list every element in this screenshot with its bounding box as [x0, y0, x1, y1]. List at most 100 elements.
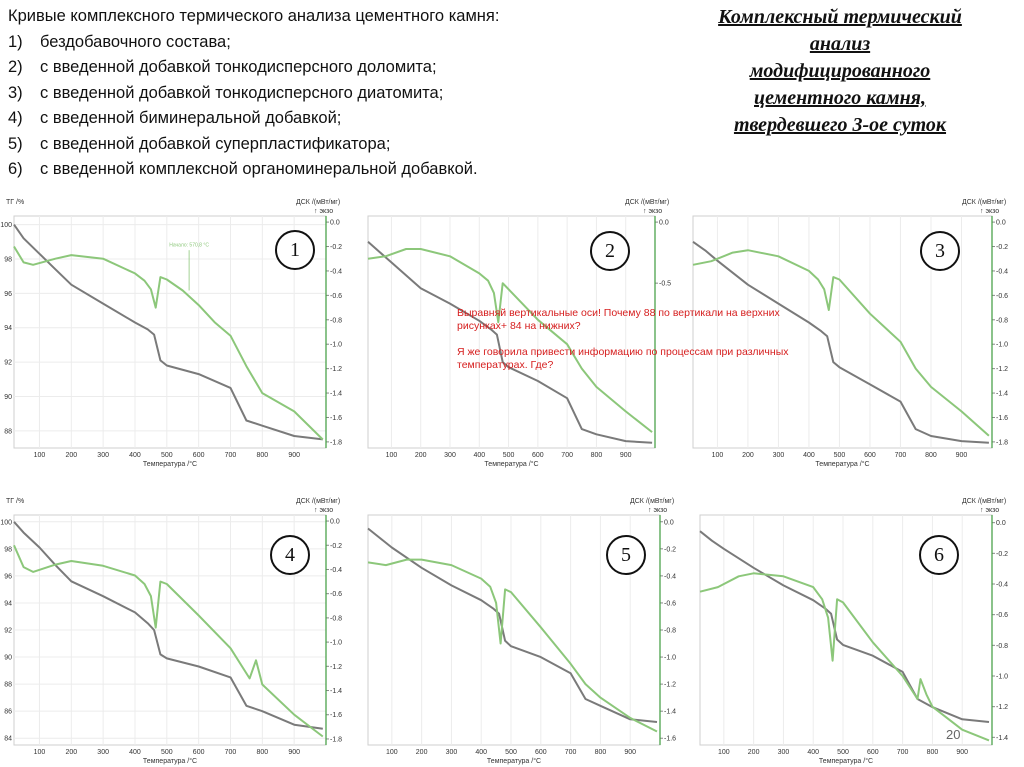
- x-tick-label: 100: [34, 452, 46, 459]
- x-tick-label: 900: [288, 749, 300, 756]
- y2-tick-label: -0.8: [664, 628, 676, 635]
- y-tick-label: 96: [4, 573, 12, 580]
- onset-annotation: Начало: 570,8 °C: [169, 243, 209, 249]
- dsc-curve: [699, 572, 990, 742]
- y2-tick-label: -0.8: [996, 643, 1008, 650]
- x-axis-label: Температура /°C: [815, 460, 869, 468]
- y2-tick-label: 0.0: [996, 220, 1006, 227]
- y2-tick-label: -1.6: [330, 712, 342, 719]
- y-tick-label: 100: [0, 519, 12, 526]
- x-tick-label: 800: [925, 452, 937, 459]
- caption-item: 1) бездобавочного состава;: [8, 30, 668, 56]
- x-tick-label: 100: [386, 452, 398, 459]
- x-tick-label: 600: [867, 749, 879, 756]
- x-tick-label: 300: [778, 749, 790, 756]
- y2-tick-label: -0.8: [330, 615, 342, 622]
- y2-tick-label: -1.0: [330, 342, 342, 349]
- y2-tick-label: -1.8: [330, 736, 342, 743]
- caption-item: 3) с введенной добавкой тонкодисперсного …: [8, 81, 668, 107]
- x-tick-label: 800: [256, 452, 268, 459]
- caption-item-text: с введенной добавкой суперпластификатора…: [40, 134, 391, 153]
- y2-tick-label: -1.2: [330, 664, 342, 671]
- y2-tick-label: -1.4: [996, 735, 1008, 742]
- chart-panel-2: 100 200 300 400 500 600 700 800 900 -0.5 0.0 Темпер…: [358, 194, 683, 470]
- chart-svg: 100 200 300 400 500 600 700 800 900 -1.8 -1.6 -1.4 -…: [692, 199, 1008, 468]
- x-tick-label: 700: [225, 749, 237, 756]
- x-tick-label: 300: [446, 749, 458, 756]
- y2-tick-label: -0.2: [330, 543, 342, 550]
- x-tick-label: 700: [225, 452, 237, 459]
- x-tick-label: 200: [415, 452, 427, 459]
- chart-number-badge: 1: [275, 230, 315, 270]
- x-tick-label: 400: [129, 749, 141, 756]
- exo-direction-label: ↑ экзо: [980, 507, 999, 514]
- x-tick-label: 700: [565, 749, 577, 756]
- y2-tick-label: -1.0: [330, 640, 342, 647]
- y2-axis-label: ДСК /(мВт/мг): [630, 498, 674, 505]
- x-tick-label: 900: [620, 452, 632, 459]
- x-tick-label: 400: [807, 749, 819, 756]
- x-tick-label: 200: [416, 749, 428, 756]
- dsc-curve: [13, 544, 324, 738]
- y2-tick-label: 0.0: [659, 220, 669, 227]
- x-tick-label: 500: [161, 452, 173, 459]
- x-tick-label: 300: [444, 452, 456, 459]
- y2-tick-label: -0.5: [659, 281, 671, 288]
- x-tick-label: 500: [834, 452, 846, 459]
- y2-tick-label: -1.6: [664, 736, 676, 743]
- y2-tick-label: -0.2: [996, 244, 1008, 251]
- tg-curve: [13, 521, 323, 730]
- y-tick-label: 96: [4, 291, 12, 298]
- y2-tick-label: -1.4: [996, 391, 1008, 398]
- x-axis-label: Температура /°C: [819, 757, 873, 765]
- dsc-curve: [367, 558, 658, 733]
- y2-tick-label: -1.4: [664, 709, 676, 716]
- y2-tick-label: -1.0: [996, 342, 1008, 349]
- y-tick-label: 86: [4, 709, 12, 716]
- y2-tick-label: -1.2: [996, 366, 1008, 373]
- exo-direction-label: ↑ экзо: [648, 507, 667, 514]
- y2-tick-label: -0.4: [996, 268, 1008, 275]
- x-tick-label: 600: [193, 749, 205, 756]
- chart-panel-6: 100 200 300 400 500 600 700 800 900 -1.4 -1.2 -1.0 -…: [690, 493, 1020, 767]
- x-tick-label: 600: [193, 452, 205, 459]
- chart-svg: 100 200 300 400 500 600 700 800 900 -1.6 -1.4 -1.2 -…: [367, 498, 676, 765]
- caption-item-number: 5): [8, 134, 23, 153]
- y2-tick-label: -0.8: [996, 317, 1008, 324]
- slide-title: Комплексный термический анализ модифицир…: [664, 4, 1016, 139]
- y2-tick-label: -0.6: [996, 612, 1008, 619]
- tg-curve: [367, 241, 653, 444]
- slide-title-line: цементного камня,: [754, 87, 926, 109]
- y2-axis-label: ДСК /(мВт/мг): [962, 498, 1006, 505]
- x-tick-label: 100: [34, 749, 46, 756]
- caption-item: 4) с введенной биминеральной добавкой;: [8, 106, 668, 132]
- caption-item-text: с введенной комплексной органоминерально…: [40, 160, 478, 178]
- y2-tick-label: -1.0: [996, 674, 1008, 681]
- x-tick-label: 100: [712, 452, 724, 459]
- y-tick-label: 98: [4, 256, 12, 263]
- caption-item-number: 6): [8, 160, 23, 178]
- y2-tick-label: -0.6: [664, 600, 676, 607]
- y-tick-label: 88: [4, 428, 12, 435]
- x-tick-label: 500: [161, 749, 173, 756]
- caption-item-text: с введенной добавкой тонкодисперсного до…: [40, 58, 437, 76]
- x-tick-label: 600: [864, 452, 876, 459]
- caption-item-text: с введенной биминеральной добавкой;: [40, 109, 342, 127]
- dsc-curve: [692, 249, 990, 437]
- slide-title-line: Комплексный термический: [718, 6, 962, 28]
- x-tick-label: 900: [288, 452, 300, 459]
- y2-tick-label: -0.2: [664, 546, 676, 553]
- x-tick-label: 300: [773, 452, 785, 459]
- x-tick-label: 600: [535, 749, 547, 756]
- x-tick-label: 600: [532, 452, 544, 459]
- y2-axis-label: ДСК /(мВт/мг): [296, 498, 340, 505]
- chart-svg: 100 200 300 400 500 600 700 800 900 -0.5 0.0 Темпер…: [367, 199, 671, 468]
- y2-tick-label: -0.2: [996, 551, 1008, 558]
- review-comment: Выравняй вертикальные оси! Почему 88 по …: [457, 307, 797, 385]
- chart-number-badge: 5: [606, 535, 646, 575]
- y2-tick-label: -1.4: [330, 391, 342, 398]
- y2-tick-label: -0.8: [330, 317, 342, 324]
- y2-tick-label: -1.2: [996, 704, 1008, 711]
- y2-tick-label: -1.8: [996, 439, 1008, 446]
- caption-item-number: 1): [8, 32, 23, 51]
